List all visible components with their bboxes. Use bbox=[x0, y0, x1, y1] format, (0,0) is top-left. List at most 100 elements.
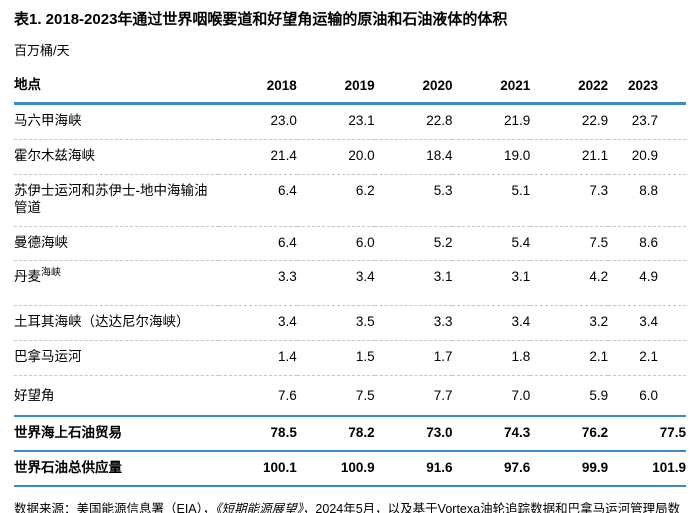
value-cell: 5.2 bbox=[374, 226, 453, 262]
value-cell: 99.9 bbox=[530, 449, 609, 487]
value-cell: 21.4 bbox=[219, 139, 297, 175]
value-cell: 91.6 bbox=[374, 449, 453, 487]
table-row-world-maritime-oil-trade: 世界海上石油贸易 78.5 78.2 73.0 74.3 76.2 77.5 bbox=[14, 414, 686, 451]
value-cell: 19.0 bbox=[452, 139, 531, 175]
value-cell: 6.0 bbox=[639, 388, 658, 404]
source-note-suffix: ，2024年5月，以及基于Vortexa油轮追踪数据和巴拿马运河管理局数据的EI… bbox=[302, 501, 681, 513]
table-row-turkish-straits: 土耳其海峡（达达尼尔海峡） 3.4 3.5 3.3 3.4 3.2 3.4 bbox=[14, 305, 686, 342]
source-note-publication-title: 《短期能源展望》 bbox=[215, 501, 303, 513]
location-cell: 马六甲海峡 bbox=[14, 103, 219, 140]
value-cell: 3.2 bbox=[530, 305, 609, 342]
value-cell: 5.9 bbox=[589, 388, 609, 404]
value-cell: 2.1 bbox=[608, 340, 686, 377]
value-cell: 100.9 bbox=[296, 449, 375, 487]
column-header-2018: 2018 bbox=[219, 69, 297, 106]
location-cell: 土耳其海峡（达达尼尔海峡） bbox=[14, 305, 219, 342]
source-note-prefix: 数据来源：美国能源信息署（EIA）， bbox=[14, 501, 216, 513]
table-title: 表1. 2018-2023年通过世界咽喉要道和好望角运输的原油和石油液体的体积 bbox=[14, 11, 508, 28]
location-cell: 丹麦海峡 bbox=[14, 260, 219, 307]
chokepoints-table: 地点 2018 2019 2020 2021 2022 2023 马六甲海峡 2… bbox=[14, 69, 686, 487]
value-cell: 3.3 bbox=[219, 260, 297, 307]
location-cell: 世界海上石油贸易 bbox=[14, 414, 219, 451]
table-row-hormuz: 霍尔木兹海峡 21.4 20.0 18.4 19.0 21.1 20.9 bbox=[14, 139, 686, 175]
value-cell: 3.1 bbox=[452, 260, 531, 307]
value-cell: 97.6 bbox=[452, 449, 531, 487]
value-cell: 3.4 bbox=[608, 305, 686, 342]
value-cell: 5.4 bbox=[452, 226, 531, 262]
column-header-location: 地点 bbox=[14, 69, 219, 106]
value-cell: 73.0 bbox=[374, 414, 453, 451]
table-body: 马六甲海峡 23.0 23.1 22.8 21.9 22.9 23.7 霍尔木兹… bbox=[14, 103, 686, 487]
value-cell: 23.7 bbox=[608, 103, 686, 140]
value-cell: 78.2 bbox=[296, 414, 375, 451]
value-cell: 78.5 bbox=[219, 414, 297, 451]
value-cell: 22.9 bbox=[530, 103, 609, 140]
column-header-2023: 2023 bbox=[608, 69, 686, 106]
value-cell: 3.4 bbox=[296, 260, 375, 307]
column-header-2021: 2021 bbox=[452, 69, 531, 106]
value-cell: 3.3 bbox=[374, 305, 453, 342]
location-cell: 世界石油总供应量 bbox=[14, 449, 219, 487]
table-row-bab-el-mandeb: 曼德海峡 6.4 6.0 5.2 5.4 7.5 8.6 bbox=[14, 226, 686, 262]
value-cell: 3.1 bbox=[374, 260, 453, 307]
value-cell: 4.2 bbox=[530, 260, 609, 307]
value-cell: 6.4 bbox=[219, 226, 297, 262]
table-row-panama-canal: 巴拿马运河 1.4 1.5 1.7 1.8 2.1 2.1 bbox=[14, 340, 686, 377]
value-cell: 21.9 bbox=[452, 103, 531, 140]
value-cell: 6.2 bbox=[296, 174, 375, 227]
column-header-2022: 2022 bbox=[530, 69, 609, 106]
value-cell: 3.4 bbox=[219, 305, 297, 342]
value-cell: 6.4 bbox=[219, 174, 297, 227]
value-cell: 4.9 bbox=[608, 260, 686, 307]
value-cell: 77.5 bbox=[608, 414, 686, 451]
value-cell: 101.9 bbox=[608, 449, 686, 487]
value-cell: 23.1 bbox=[296, 103, 375, 140]
location-cell: 巴拿马运河 bbox=[14, 340, 219, 377]
value-cell: 3.4 bbox=[452, 305, 531, 342]
value-cell: 21.1 bbox=[530, 139, 609, 175]
unit-label: 百万桶/天 bbox=[14, 42, 70, 58]
value-cell: 2.1 bbox=[530, 340, 609, 377]
value-cell: 76.2 bbox=[530, 414, 609, 451]
value-cell: 6.0 bbox=[296, 226, 375, 262]
value-cell: 1.8 bbox=[452, 340, 531, 377]
column-header-2019: 2019 bbox=[296, 69, 375, 106]
value-cell: 74.3 bbox=[452, 414, 531, 451]
location-cell: 霍尔木兹海峡 bbox=[14, 139, 219, 175]
column-header-2020: 2020 bbox=[374, 69, 453, 106]
value-cell: 7.7 bbox=[433, 388, 453, 404]
table-header: 地点 2018 2019 2020 2021 2022 2023 bbox=[14, 69, 686, 106]
value-cell: 3.5 bbox=[296, 305, 375, 342]
value-cell: 5.1 bbox=[452, 174, 531, 227]
value-cell: 5.3 bbox=[374, 174, 453, 227]
header-row: 地点 2018 2019 2020 2021 2022 2023 bbox=[14, 69, 686, 106]
value-cell: 23.0 bbox=[219, 103, 297, 140]
table-row-cape-of-good-hope: 好望角 7.6 7.5 7.7 7.0 5.9 6.0 bbox=[14, 376, 686, 416]
value-cell: 1.5 bbox=[296, 340, 375, 377]
footnotes-section: 数据来源：美国能源信息署（EIA），《短期能源展望》，2024年5月，以及基于V… bbox=[14, 502, 686, 513]
value-cell: 20.0 bbox=[296, 139, 375, 175]
value-cell: 1.7 bbox=[374, 340, 453, 377]
value-cell: 7.5 bbox=[530, 226, 609, 262]
location-cell: 曼德海峡 bbox=[14, 226, 219, 262]
location-cell: 好望角 bbox=[14, 388, 55, 404]
value-cell: 22.8 bbox=[374, 103, 453, 140]
source-note: 数据来源：美国能源信息署（EIA），《短期能源展望》，2024年5月，以及基于V… bbox=[14, 502, 686, 513]
value-cell: 18.4 bbox=[374, 139, 453, 175]
table-row-malacca: 马六甲海峡 23.0 23.1 22.8 21.9 22.9 23.7 bbox=[14, 103, 686, 140]
location-cell: 苏伊士运河和苏伊士-地中海输油管道 bbox=[14, 174, 219, 227]
value-cell: 7.3 bbox=[530, 174, 609, 227]
table-row-danish-straits: 丹麦海峡 3.3 3.4 3.1 3.1 4.2 4.9 bbox=[14, 260, 686, 307]
value-cell: 8.8 bbox=[608, 174, 686, 227]
value-cell: 8.6 bbox=[608, 226, 686, 262]
value-cell: 7.5 bbox=[355, 388, 375, 404]
value-cell: 1.4 bbox=[219, 340, 297, 377]
value-cell: 20.9 bbox=[608, 139, 686, 175]
location-text: 丹麦 bbox=[14, 269, 41, 285]
value-cell: 7.6 bbox=[278, 388, 297, 404]
table-row-world-total-oil-supply: 世界石油总供应量 100.1 100.9 91.6 97.6 99.9 101.… bbox=[14, 449, 686, 487]
value-cell: 100.1 bbox=[219, 449, 297, 487]
location-superscript: 海峡 bbox=[41, 267, 61, 279]
table-row-suez: 苏伊士运河和苏伊士-地中海输油管道 6.4 6.2 5.3 5.1 7.3 8.… bbox=[14, 174, 686, 227]
value-cell: 7.0 bbox=[511, 388, 531, 404]
